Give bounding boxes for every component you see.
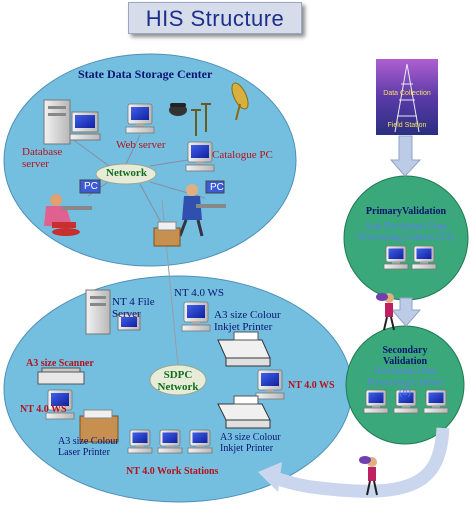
file-server-icon	[85, 289, 141, 335]
person-icon	[376, 293, 395, 331]
page-title: HIS Structure	[145, 6, 285, 31]
title-box: HIS Structure	[128, 2, 302, 34]
primary-monitor-icon	[411, 245, 437, 270]
workstation-monitor-icon	[127, 429, 153, 454]
person-icon	[44, 179, 101, 236]
web-server-monitor-icon	[125, 103, 155, 134]
return-arrow	[273, 427, 450, 498]
data-collection-label: Data Collection	[383, 90, 431, 97]
secondary-validation-title: Secondary Validation	[382, 345, 428, 367]
printer-icon	[153, 221, 181, 247]
field-station-label: Field Station	[387, 122, 427, 129]
inkjet-printer-top-icon	[217, 331, 271, 367]
network-hub	[95, 163, 157, 185]
pc-tag: PC	[84, 181, 98, 192]
primary-validation-title: PrimaryValidation	[365, 206, 447, 217]
state-center-title: State Data Storage Center	[78, 67, 213, 81]
scanner-label: A3 size Scanner	[26, 358, 94, 369]
file-server-label: NT 4 File Server	[112, 296, 155, 320]
nt40ws-top-label: NT 4.0 WS	[174, 287, 225, 299]
person-icon	[359, 456, 378, 496]
nt40ws-top-monitor-icon	[181, 301, 211, 332]
secondary-validation-subtitle: Divisional Data Processing Centers (6)	[366, 366, 444, 398]
catalogue-pc-label: Catalogue PC	[212, 149, 273, 161]
laser-printer-icon	[79, 409, 119, 443]
network-label: Network	[106, 167, 147, 179]
antenna-tower-icon	[376, 59, 438, 135]
secondary-validation-circle	[345, 325, 465, 445]
inkjet-bottom-label: A3 size Colour Inkjet Printer	[220, 432, 281, 454]
laser-printer-label: A3 size Colour Laser Printer	[58, 436, 119, 458]
workstation-monitor-icon	[157, 429, 183, 454]
database-server-label: Database server	[22, 146, 63, 170]
sdpc-network-hub	[149, 364, 207, 396]
satellite-dish-icon	[231, 82, 249, 121]
telephone-icon	[169, 103, 187, 116]
pc-tag: PC	[210, 182, 224, 193]
catalogue-pc-icon	[185, 141, 215, 172]
person-icon	[178, 180, 226, 237]
workstation-monitor-icon	[187, 429, 213, 454]
nt40ws-left-label: NT 4.0 WS	[20, 404, 67, 415]
nt40ws-right-monitor-icon	[255, 369, 285, 400]
primary-monitor-icon	[383, 245, 409, 270]
flow-arrows	[389, 135, 422, 327]
inkjet-printer-bottom-icon	[217, 395, 271, 429]
antenna-pole-icon	[191, 103, 211, 136]
scanner-icon	[37, 367, 85, 385]
web-server-label: Web server	[116, 139, 166, 151]
nt40ws-right-label: NT 4.0 WS	[288, 380, 335, 391]
sdpc-network-label: SDPC Network	[157, 369, 199, 393]
state-center-ellipse	[3, 53, 297, 267]
inkjet-top-label: A3 size Colour Inkjet Printer	[214, 309, 281, 333]
workstations-label: NT 4.0 Work Stations	[126, 466, 219, 477]
server-tower-icon	[43, 99, 101, 145]
return-arrowhead	[258, 462, 282, 492]
primary-validation-subtitle: Sub-Divisional Data Processing Centers (…	[358, 221, 454, 243]
